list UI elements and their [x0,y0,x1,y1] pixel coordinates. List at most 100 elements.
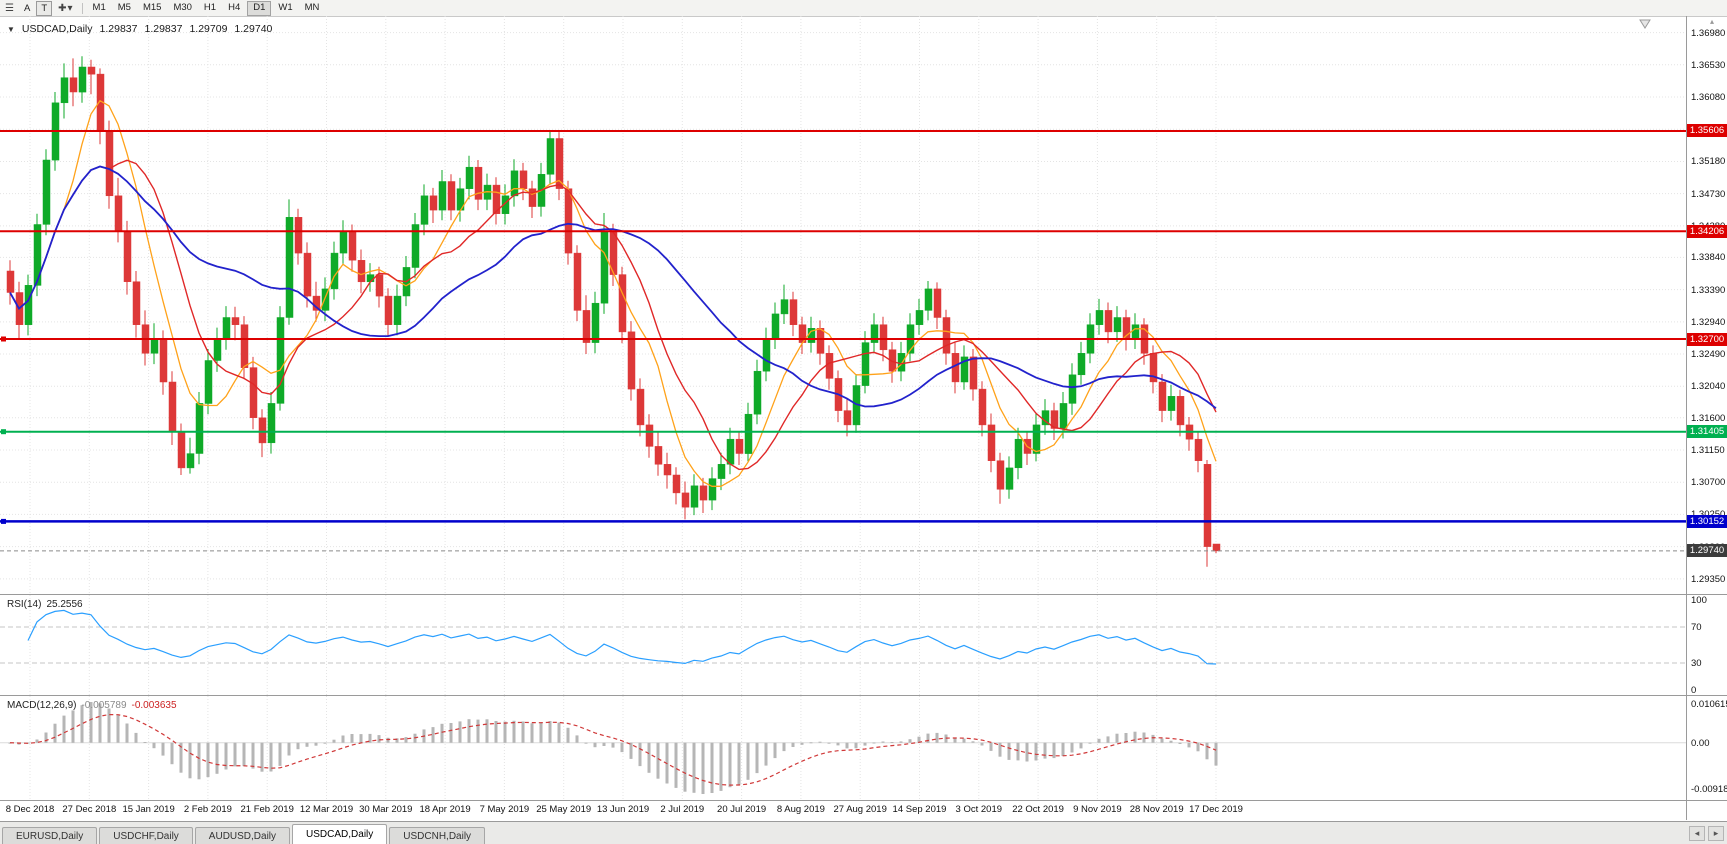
macd-axis-label: -0.009181 [1691,784,1727,795]
date-axis-label: 9 Nov 2019 [1073,804,1122,815]
price-axis-label: 1.36080 [1691,92,1726,104]
tab-audusd-daily[interactable]: AUDUSD,Daily [194,827,291,844]
timeframe-button-m5[interactable]: M5 [117,1,131,13]
price-axis-label: 1.31150 [1691,444,1725,456]
date-axis-label: 17 Dec 2019 [1189,804,1243,815]
price-axis-label: 1.36980 [1691,27,1726,39]
date-axis-label: 15 Jan 2019 [122,804,175,815]
date-axis-label: 18 Apr 2019 [419,804,471,815]
rsi-axis-label: 0 [1691,685,1697,696]
symbol-title: USDCAD,Daily [21,23,93,35]
current-price-tag: 1.29740 [1687,544,1727,558]
rsi-value: 25.2556 [46,599,83,610]
macd-signal-value: -0.003635 [131,700,177,711]
tab-scroll-right-icon[interactable]: ▸ [1708,826,1724,841]
scroll-up-icon[interactable]: ▴ [1710,17,1715,26]
macd-signal-line [9,713,1217,786]
price-axis-label: 1.29350 [1691,573,1726,585]
symbol-dropdown-icon[interactable]: ▼ [7,24,15,34]
rsi-panel[interactable] [0,595,1686,695]
price-axis-label: 1.36530 [1691,59,1726,71]
timeframe-buttons: M1 M5 M15 M30 H1 H4 D1 W1 MN [87,0,326,16]
chart-shift-icon[interactable] [1639,19,1651,29]
macd-axis-label: 0.00 [1691,737,1710,749]
macd-panel[interactable] [0,696,1686,800]
date-axis-label: 25 May 2019 [536,804,592,815]
tab-usdcnh-daily[interactable]: USDCNH,Daily [389,827,486,844]
timeframe-button-h1[interactable]: H1 [203,1,217,13]
date-axis-label: 13 Jun 2019 [596,804,650,815]
text-tool-button[interactable]: T [36,0,53,16]
date-axis-label: 2 Feb 2019 [183,804,232,815]
date-axis-label: 8 Dec 2018 [5,804,55,815]
chevron-down-icon[interactable]: ▾ [67,2,73,14]
macd-main-value: -0.005789 [81,700,127,711]
timeframe-button-w1[interactable]: W1 [278,1,293,13]
macd-indicator-label: MACD(12,26,9) -0.005789 -0.003635 [7,700,177,711]
rsi-line [27,609,1217,665]
price-axis-label: 1.33840 [1691,252,1726,264]
price-axis-label: 1.32040 [1691,381,1726,393]
timeframe-button-h4[interactable]: H4 [228,1,241,13]
tab-scroll-left-icon[interactable]: ◂ [1689,826,1705,841]
hline-price-tag: 1.31405 [1687,425,1727,439]
rsi-name: RSI(14) [7,599,42,610]
moving-average-line [9,165,1217,410]
panel-separator[interactable] [0,594,1727,595]
main-price-chart[interactable] [0,16,1686,594]
tab-eurusd-daily[interactable]: EURUSD,Daily [2,827,98,844]
date-axis-label: 27 Dec 2018 [62,804,117,815]
price-axis-label: 1.35180 [1691,156,1726,168]
date-axis-label: 7 May 2019 [479,804,530,815]
crosshair-tool-icon[interactable]: ✚ [58,2,67,14]
date-axis-label: 22 Oct 2019 [1012,804,1064,815]
date-axis-label: 21 Feb 2019 [240,804,294,815]
hline-price-tag: 1.35606 [1687,124,1727,138]
ohlc-high: 1.29837 [144,23,183,35]
timeframe-button-m30[interactable]: M30 [173,1,192,13]
price-axis-label: 1.32940 [1691,316,1726,328]
hline-price-tag: 1.30152 [1687,514,1727,528]
toolbar: ☰ A T ✚ ▾ M1 M5 M15 M30 H1 H4 D1 W1 MN [0,0,1727,17]
timeframe-button-m15[interactable]: M15 [142,1,162,13]
macd-histogram [8,702,1218,794]
moving-average-line [9,99,1217,487]
toolbar-divider [81,2,83,14]
date-axis-label: 2 Jul 2019 [660,804,705,815]
timeframe-button-mn[interactable]: MN [304,1,320,13]
panel-separator[interactable] [0,695,1727,696]
date-axis-label: 30 Mar 2019 [359,804,413,815]
price-axis-label: 1.33390 [1691,284,1726,296]
date-axis-label: 8 Aug 2019 [776,804,825,815]
price-axis-label: 1.34730 [1691,188,1726,200]
rsi-axis-label: 30 [1691,658,1702,669]
ohlc-low: 1.29709 [189,23,228,35]
macd-name: MACD(12,26,9) [7,700,77,711]
price-axis-label: 1.30250 [1691,509,1725,520]
hline-price-tag: 1.34206 [1687,224,1727,238]
tab-usdchf-daily[interactable]: USDCHF,Daily [99,827,193,844]
timeframe-button-m1[interactable]: M1 [92,1,106,13]
date-axis-label: 12 Mar 2019 [299,804,354,815]
charts-menu-icon[interactable]: ☰ [5,2,14,14]
hline-price-tag: 1.32700 [1687,332,1727,346]
date-axis-label: 28 Nov 2019 [1129,804,1184,815]
chart-tab-bar: EURUSD,Daily USDCHF,Daily AUDUSD,Daily USDC… [0,821,1727,844]
tab-scroll-arrows: ◂ ▸ [1689,826,1724,841]
macd-axis-label: 0.010615 [1691,699,1727,710]
date-axis-label: 20 Jul 2019 [717,804,767,815]
rsi-indicator-label: RSI(14) 25.2556 [7,599,83,610]
ohlc-close: 1.29740 [234,23,273,35]
date-axis-label: 27 Aug 2019 [833,804,887,815]
price-axis-label: 1.32490 [1691,349,1726,361]
grid-lines [0,16,1686,594]
date-axis-label: 14 Sep 2019 [892,804,947,815]
chart-header: ▼ USDCAD,Daily 1.29837 1.29837 1.29709 1… [7,23,272,35]
panel-separator [0,800,1727,801]
cursor-tool-button[interactable]: A [23,2,31,14]
price-axis-label: 1.30700 [1691,477,1726,489]
timeframe-button-d1[interactable]: D1 [247,0,272,16]
tab-usdcad-daily[interactable]: USDCAD,Daily [292,824,388,844]
